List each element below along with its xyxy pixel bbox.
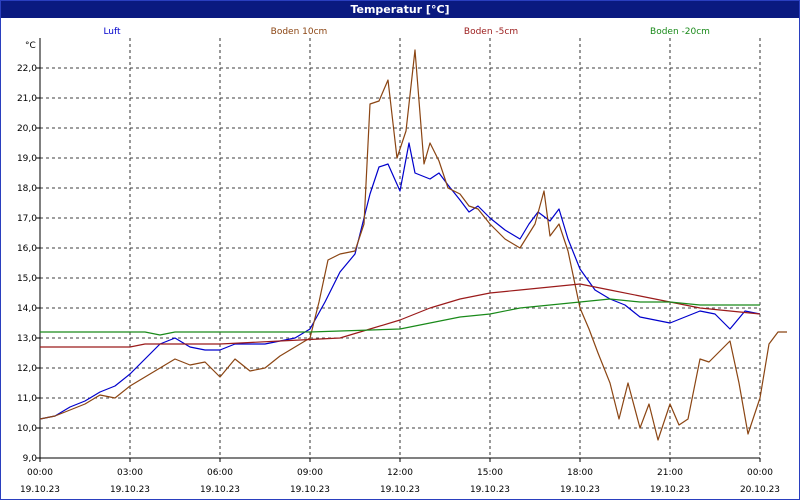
x-tick-date: 19.10.23: [20, 485, 60, 495]
x-tick-time: 21:00: [657, 468, 683, 478]
y-tick-label: 15,0: [17, 274, 37, 284]
x-tick-time: 09:00: [297, 468, 323, 478]
legend-entry: Boden -20cm: [650, 27, 710, 37]
y-tick-label: 12,0: [17, 364, 37, 374]
x-tick-time: 03:00: [117, 468, 143, 478]
legend-entry: Boden -5cm: [464, 27, 518, 37]
x-tick-date: 19.10.23: [560, 485, 600, 495]
series-lines: [39, 49, 787, 441]
x-tick-date: 19.10.23: [200, 485, 240, 495]
axes: [36, 38, 761, 462]
y-axis-label: °C: [25, 41, 36, 51]
series-line: [40, 298, 760, 336]
y-tick-label: 13,0: [17, 334, 37, 344]
y-tick-label: 20,0: [17, 124, 37, 134]
y-tick-label: 18,0: [17, 184, 37, 194]
x-tick-date: 19.10.23: [650, 485, 690, 495]
x-tick-time: 00:00: [747, 468, 773, 478]
x-tick-date: 19.10.23: [380, 485, 420, 495]
chart-title: Temperatur [°C]: [1, 1, 799, 18]
y-tick-label: 16,0: [17, 244, 37, 254]
x-tick-date: 19.10.23: [110, 485, 150, 495]
x-tick-time: 00:00: [27, 468, 53, 478]
x-tick-date: 20.10.23: [740, 485, 780, 495]
legend: Luft Boden 10cm Boden -5cm Boden -20cm: [103, 27, 710, 37]
y-tick-label: 9,0: [23, 454, 38, 464]
y-tick-label: 22,0: [17, 64, 37, 74]
y-tick-label: 17,0: [17, 214, 37, 224]
y-tick-label: 21,0: [17, 94, 37, 104]
legend-entry: Boden 10cm: [271, 27, 328, 37]
y-axis-ticks: 9,0 10,0 11,0 12,0 13,0 14,0 15,0 16,0 17,0 18,0 1…: [17, 64, 37, 464]
x-axis-ticks: 00:00 19.10.23 03:00 19.10.23 06:00 19.10.23 0…: [20, 468, 780, 495]
x-tick-date: 19.10.23: [290, 485, 330, 495]
x-tick-date: 19.10.23: [470, 485, 510, 495]
series-line: [39, 49, 787, 441]
x-tick-time: 15:00: [477, 468, 503, 478]
x-tick-time: 06:00: [207, 468, 233, 478]
y-tick-label: 19,0: [17, 154, 37, 164]
y-tick-label: 11,0: [17, 394, 37, 404]
grid: [39, 38, 761, 459]
legend-entry: Luft: [103, 27, 121, 37]
series-line: [40, 283, 761, 348]
y-tick-label: 10,0: [17, 424, 37, 434]
series-line: [39, 142, 761, 420]
x-tick-time: 12:00: [387, 468, 413, 478]
y-tick-label: 14,0: [17, 304, 37, 314]
x-tick-time: 18:00: [567, 468, 593, 478]
